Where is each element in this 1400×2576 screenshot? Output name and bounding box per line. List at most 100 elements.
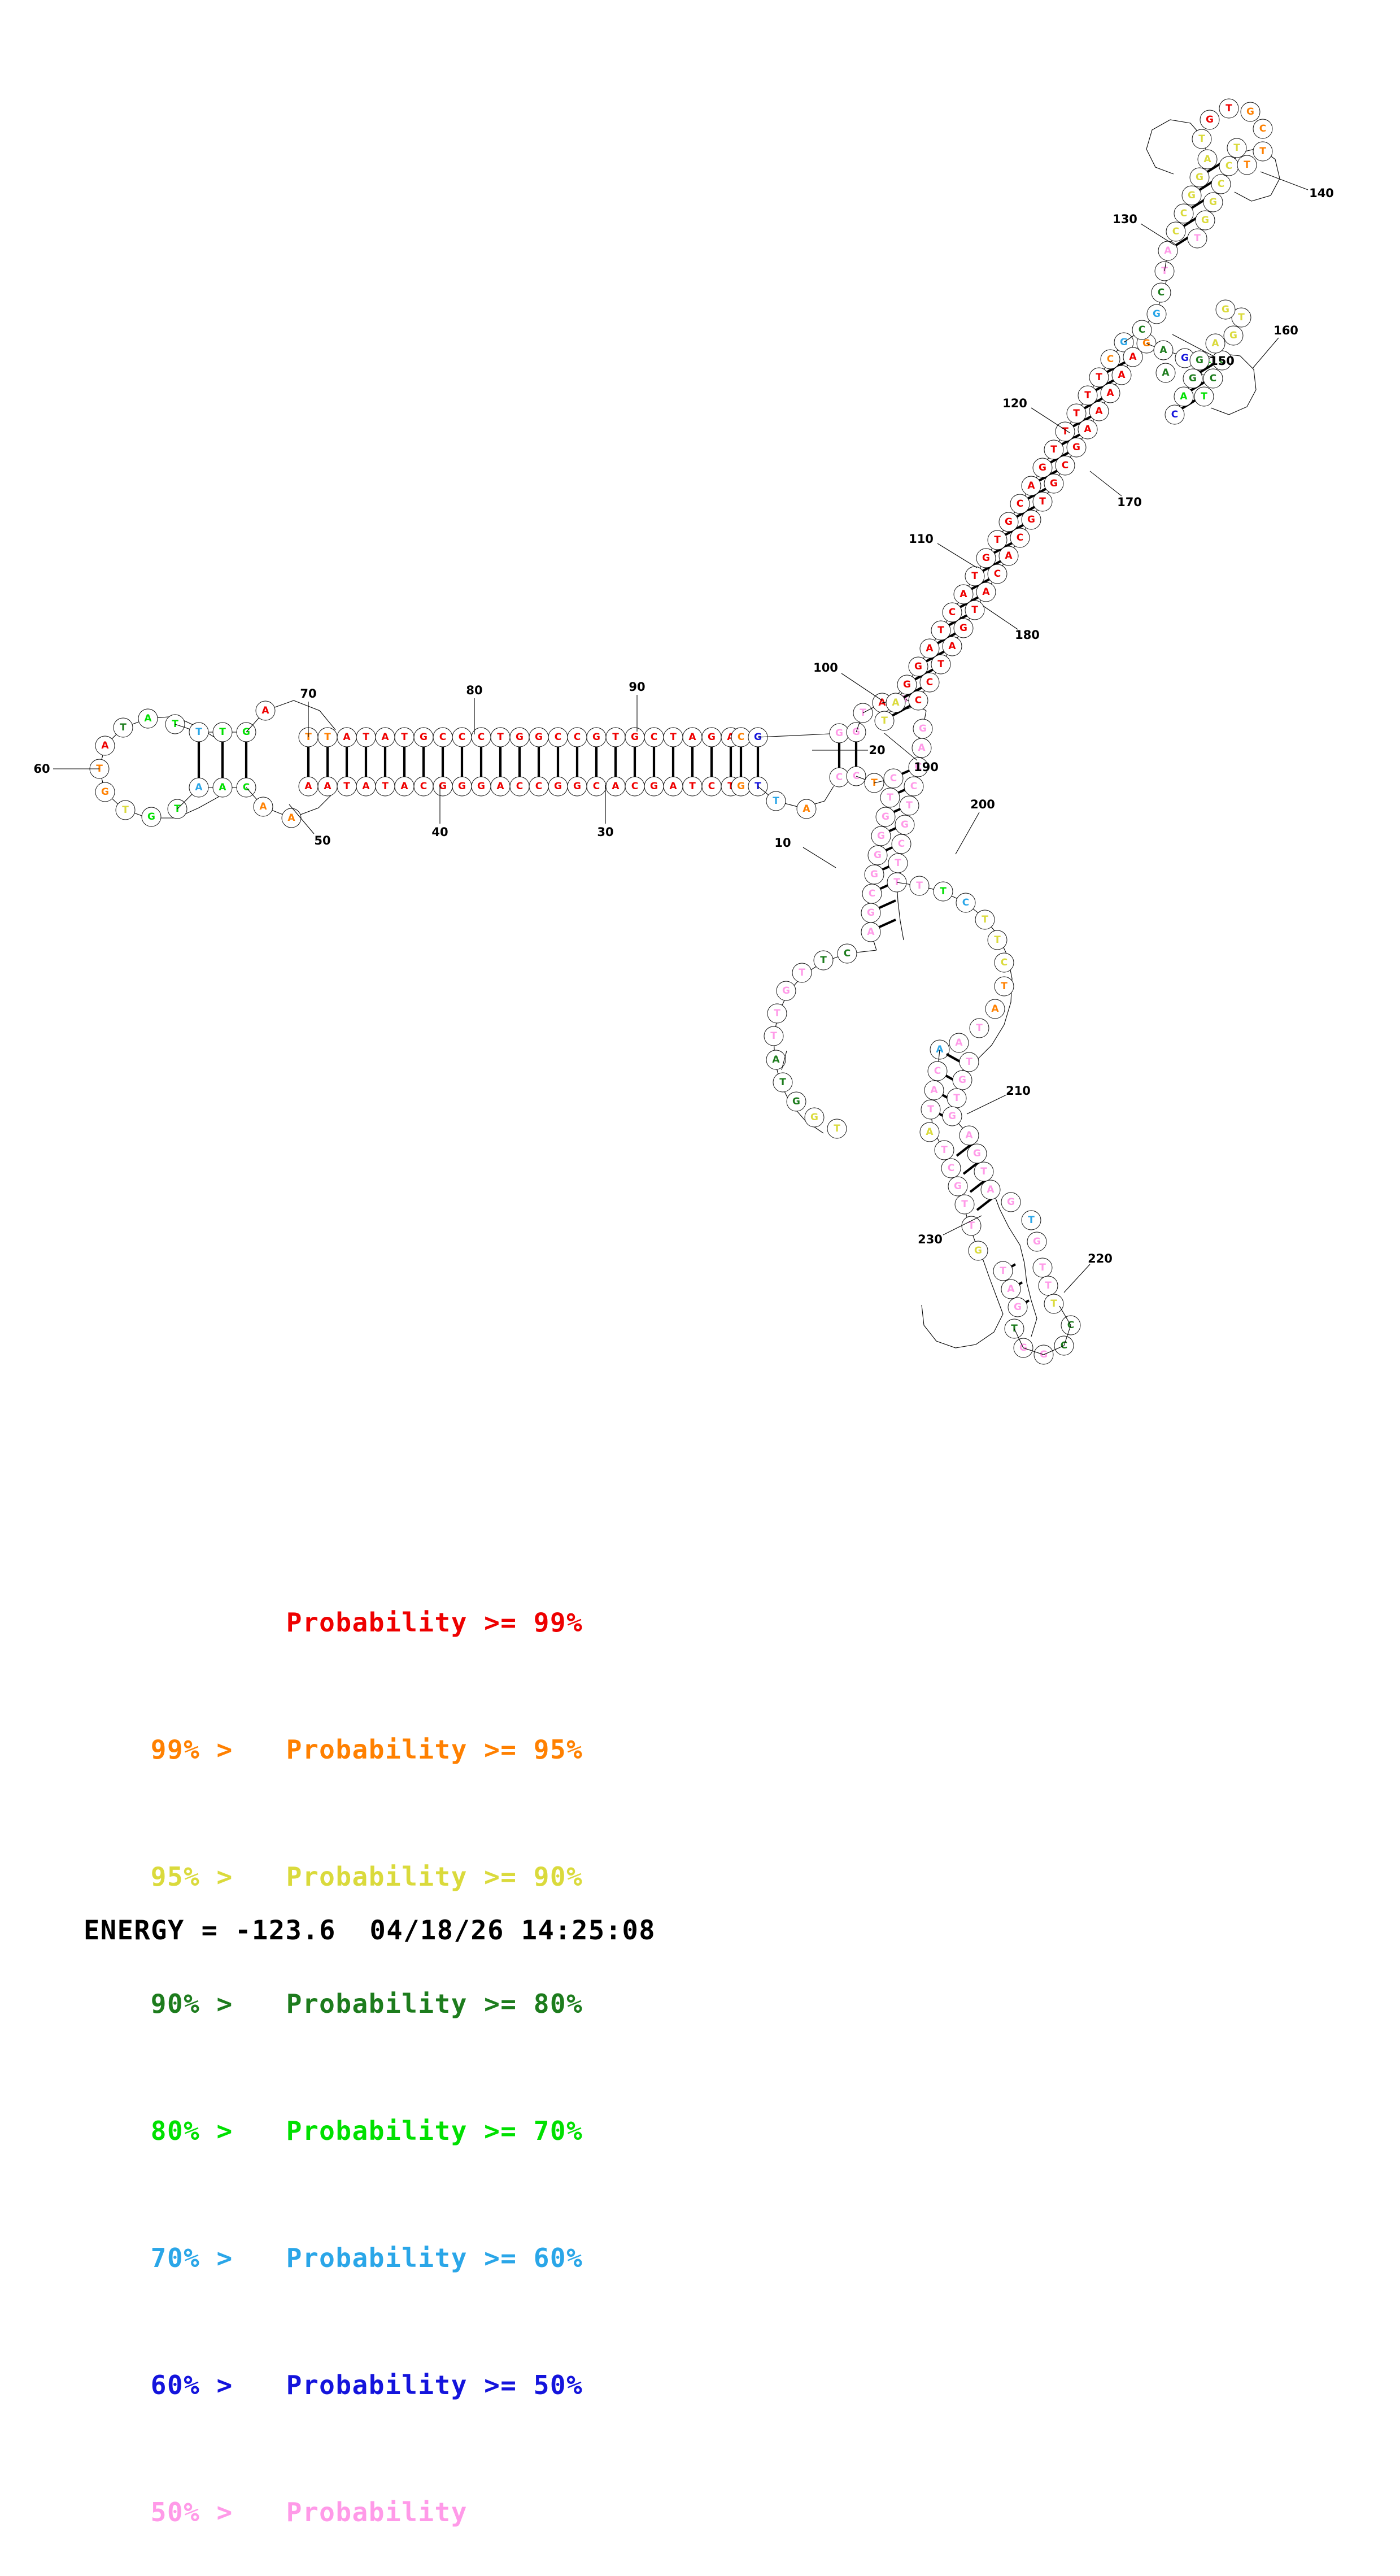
svg-text:C: C bbox=[1259, 123, 1266, 134]
svg-text:C: C bbox=[459, 732, 465, 743]
svg-text:A: A bbox=[381, 732, 389, 743]
svg-text:T: T bbox=[324, 732, 331, 743]
svg-text:C: C bbox=[420, 781, 427, 792]
svg-text:C: C bbox=[836, 772, 843, 783]
position-number-30: 30 bbox=[597, 825, 613, 839]
svg-text:G: G bbox=[101, 786, 109, 798]
svg-text:G: G bbox=[903, 679, 911, 690]
svg-text:T: T bbox=[1045, 1280, 1052, 1291]
svg-text:A: A bbox=[1106, 388, 1114, 399]
svg-text:G: G bbox=[592, 732, 600, 743]
svg-text:T: T bbox=[1233, 142, 1240, 154]
legend-text-50: Probability >= 50% bbox=[286, 2370, 583, 2400]
interior-loop-junction: T A bbox=[757, 733, 840, 819]
legend-row-below50: 50% > Probability bbox=[85, 2449, 762, 2576]
position-number-160: 160 bbox=[1273, 324, 1298, 337]
svg-text:G: G bbox=[439, 781, 447, 792]
svg-text:A: A bbox=[955, 1037, 963, 1048]
position-leader-line bbox=[1252, 337, 1279, 369]
legend-lead-60: 70% > bbox=[150, 2243, 250, 2273]
svg-text:T: T bbox=[363, 732, 369, 743]
svg-text:T: T bbox=[895, 858, 901, 869]
svg-text:C: C bbox=[934, 1065, 941, 1077]
svg-text:T: T bbox=[1259, 146, 1266, 157]
svg-text:C: C bbox=[1171, 409, 1178, 420]
svg-text:A: A bbox=[926, 1126, 934, 1138]
svg-text:T: T bbox=[971, 571, 978, 582]
svg-text:T: T bbox=[834, 1123, 840, 1134]
position-number-80: 80 bbox=[466, 684, 482, 697]
svg-text:A: A bbox=[343, 732, 351, 743]
legend-text-60: Probability >= 60% bbox=[286, 2243, 583, 2273]
svg-text:G: G bbox=[867, 907, 875, 919]
interior-loop-left: A A A bbox=[246, 700, 336, 828]
secondary-structure-plot: T A T A T G T G T T T G A A C bbox=[33, 98, 1334, 1365]
position-number-20: 20 bbox=[869, 743, 885, 757]
svg-text:C: C bbox=[439, 732, 446, 743]
svg-text:T: T bbox=[916, 880, 923, 891]
svg-text:A: A bbox=[892, 697, 900, 708]
svg-text:G: G bbox=[458, 781, 466, 792]
legend-lead-below50: 50% > bbox=[150, 2497, 250, 2527]
svg-text:T: T bbox=[401, 732, 408, 743]
energy-and-timestamp: ENERGY = -123.6 04/18/26 14:25:08 bbox=[84, 1915, 656, 1946]
svg-text:A: A bbox=[1164, 245, 1172, 256]
legend-text-70: Probability >= 70% bbox=[286, 2116, 583, 2146]
position-number-220: 220 bbox=[1088, 1252, 1113, 1265]
svg-text:A: A bbox=[1203, 154, 1211, 165]
svg-text:G: G bbox=[1196, 355, 1203, 366]
svg-text:T: T bbox=[1001, 981, 1008, 992]
svg-text:G: G bbox=[1189, 373, 1197, 384]
svg-text:G: G bbox=[835, 728, 843, 739]
svg-text:T: T bbox=[1039, 496, 1046, 507]
svg-text:T: T bbox=[1201, 391, 1207, 402]
svg-text:G: G bbox=[1153, 308, 1161, 320]
svg-text:G: G bbox=[870, 869, 878, 880]
five-prime-tail bbox=[781, 1050, 787, 1071]
svg-text:T: T bbox=[1096, 372, 1102, 383]
svg-text:G: G bbox=[1222, 304, 1229, 315]
svg-text:T: T bbox=[906, 800, 913, 811]
svg-text:G: G bbox=[1196, 172, 1203, 183]
svg-text:G: G bbox=[516, 732, 524, 743]
svg-text:A: A bbox=[930, 1085, 938, 1096]
svg-text:T: T bbox=[343, 781, 350, 792]
svg-text:T: T bbox=[887, 792, 893, 803]
svg-text:T: T bbox=[382, 781, 389, 792]
svg-text:C: C bbox=[1017, 498, 1023, 510]
svg-text:G: G bbox=[1201, 215, 1209, 226]
svg-text:G: G bbox=[901, 819, 909, 830]
svg-text:C: C bbox=[1180, 208, 1187, 219]
svg-text:C: C bbox=[890, 773, 897, 784]
svg-text:A: A bbox=[1162, 367, 1170, 378]
svg-text:G: G bbox=[1246, 106, 1254, 118]
svg-text:C: C bbox=[869, 888, 875, 899]
svg-text:G: G bbox=[737, 781, 745, 792]
svg-text:T: T bbox=[1194, 233, 1201, 244]
position-leader-line bbox=[943, 1215, 982, 1235]
position-number-140: 140 bbox=[1309, 186, 1334, 200]
legend-text-80: Probability >= 80% bbox=[286, 1988, 583, 2019]
svg-text:C: C bbox=[994, 568, 1001, 580]
position-number-70: 70 bbox=[300, 687, 316, 700]
position-leader-line bbox=[966, 1094, 1007, 1115]
svg-text:A: A bbox=[1118, 369, 1126, 381]
legend-text-90: Probability >= 90% bbox=[286, 1861, 583, 1892]
legend-text-below50: Probability bbox=[286, 2497, 468, 2527]
position-number-170: 170 bbox=[1117, 495, 1142, 509]
svg-text:G: G bbox=[147, 811, 155, 823]
svg-text:T: T bbox=[1225, 103, 1232, 114]
position-leader-line bbox=[1063, 1264, 1091, 1293]
svg-text:C: C bbox=[1210, 373, 1216, 384]
svg-text:A: A bbox=[948, 641, 956, 652]
legend-row-99: Probability >= 99% bbox=[85, 1559, 762, 1686]
legend-row-80: 90% > Probability >= 80% bbox=[85, 1940, 762, 2068]
svg-text:A: A bbox=[959, 589, 967, 600]
svg-text:C: C bbox=[651, 732, 657, 743]
svg-text:A: A bbox=[324, 781, 332, 792]
position-leader-line bbox=[289, 804, 315, 834]
svg-text:C: C bbox=[1158, 287, 1165, 298]
position-leader-line bbox=[1140, 223, 1175, 246]
position-number-110: 110 bbox=[909, 532, 934, 546]
position-leader-line bbox=[803, 847, 836, 868]
